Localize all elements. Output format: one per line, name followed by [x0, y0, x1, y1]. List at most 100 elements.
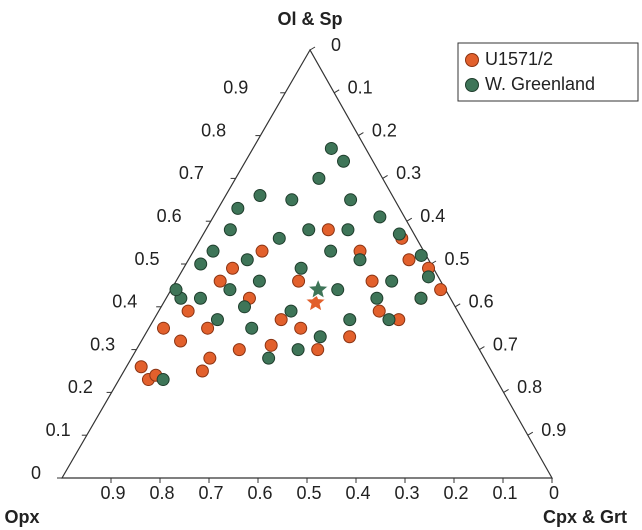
- data-point: [156, 373, 170, 387]
- data-point: [372, 304, 386, 318]
- left-tick-label: 0.9: [223, 78, 248, 98]
- left-tick-label: 0.3: [90, 334, 115, 354]
- data-point: [385, 274, 399, 288]
- left-tick-label: 0.8: [201, 120, 226, 140]
- bottom-tick-label: 0.7: [198, 483, 223, 503]
- data-point: [284, 304, 298, 318]
- left-tick-label: 0.7: [179, 163, 204, 183]
- data-point: [421, 270, 435, 284]
- data-point: [253, 189, 267, 203]
- data-point: [255, 244, 269, 258]
- legend-marker: [465, 78, 479, 92]
- data-point: [264, 338, 278, 352]
- bottom-tick-label: 0.9: [100, 483, 125, 503]
- data-point: [434, 283, 448, 297]
- left-tick-label: 0.5: [134, 249, 159, 269]
- bottom-tick-label: 0.6: [247, 483, 272, 503]
- bottom-tick-label: 0.3: [394, 483, 419, 503]
- data-point: [313, 330, 327, 344]
- data-point: [210, 313, 224, 327]
- data-point: [157, 321, 170, 335]
- data-point: [341, 223, 355, 237]
- data-point: [274, 313, 288, 327]
- data-point: [414, 248, 428, 262]
- mean-star: [303, 289, 328, 313]
- data-point: [232, 343, 246, 357]
- right-tick-label: 0.4: [420, 206, 445, 226]
- bottom-tick-label: 0: [549, 483, 559, 503]
- data-point: [311, 343, 325, 357]
- right-label: Cpx & Grt: [543, 507, 627, 527]
- right-tick-label: 0.3: [396, 163, 421, 183]
- data-point: [272, 231, 286, 245]
- data-point: [181, 304, 195, 318]
- data-point: [324, 244, 338, 258]
- data-point: [252, 274, 266, 288]
- bottom-tick-label: 0.8: [149, 483, 174, 503]
- data-point: [213, 274, 227, 288]
- data-point: [194, 257, 208, 271]
- legend-box: [457, 42, 639, 102]
- data-point: [414, 291, 428, 305]
- data-point: [134, 360, 148, 374]
- data-point: [302, 223, 316, 237]
- data-point: [245, 321, 259, 335]
- left-tick-label: 0.1: [46, 420, 71, 440]
- left-tick-label: 0.2: [68, 377, 93, 397]
- right-tick-label: 0.6: [469, 292, 494, 312]
- data-point: [195, 364, 209, 378]
- data-point: [193, 291, 207, 305]
- data-point: [174, 334, 188, 348]
- data-point: [291, 343, 305, 357]
- data-point: [370, 291, 384, 305]
- data-point: [201, 321, 215, 335]
- data-point: [206, 244, 220, 258]
- bottom-tick-label: 0.4: [345, 483, 370, 503]
- right-tick-label: 0.5: [444, 249, 469, 269]
- right-tick: [454, 303, 461, 308]
- right-tick-label: 0.8: [517, 377, 542, 397]
- data-point: [321, 223, 335, 237]
- data-point: [373, 210, 387, 224]
- data-point: [262, 351, 276, 365]
- left-tick-label: 0.4: [112, 292, 137, 312]
- bottom-tick-label: 0.2: [443, 483, 468, 503]
- data-point: [169, 283, 183, 297]
- left-tick-label: 0: [31, 463, 41, 483]
- right-tick: [382, 174, 388, 179]
- right-tick-label: 0.9: [541, 420, 566, 440]
- data-point: [226, 261, 240, 275]
- mean-star: [306, 277, 331, 300]
- data-point: [343, 330, 357, 344]
- data-point: [294, 261, 308, 275]
- legend-label: W. Greenland: [485, 74, 595, 94]
- legend-label: U1571/2: [485, 49, 553, 69]
- right-tick: [503, 388, 509, 393]
- right-tick: [527, 431, 534, 436]
- right-tick-label: 0.1: [348, 78, 373, 98]
- bottom-tick-label: 0.1: [492, 483, 517, 503]
- right-tick: [406, 217, 413, 222]
- right-tick-label: 0.2: [372, 120, 397, 140]
- data-point: [203, 351, 217, 365]
- data-point: [402, 253, 416, 267]
- data-point: [240, 253, 254, 267]
- data-point: [337, 154, 351, 168]
- data-point: [292, 274, 306, 288]
- right-tick: [309, 46, 316, 51]
- data-point: [312, 171, 326, 185]
- data-point: [382, 313, 396, 327]
- right-tick: [479, 346, 485, 351]
- data-point: [365, 274, 379, 288]
- data-point: [285, 193, 299, 207]
- data-point: [392, 227, 406, 241]
- data-point: [353, 253, 367, 267]
- right-tick-label: 0.7: [493, 334, 518, 354]
- data-point: [223, 223, 237, 237]
- data-point: [344, 193, 358, 207]
- left-label: Opx: [4, 507, 39, 527]
- left-tick-label: 0.6: [157, 206, 182, 226]
- data-point: [343, 313, 357, 327]
- data-point: [331, 283, 345, 297]
